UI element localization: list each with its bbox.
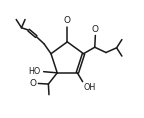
Text: OH: OH <box>83 83 95 92</box>
Text: HO: HO <box>29 67 41 76</box>
Text: O: O <box>92 25 99 34</box>
Text: O: O <box>30 79 37 88</box>
Text: O: O <box>64 16 71 25</box>
